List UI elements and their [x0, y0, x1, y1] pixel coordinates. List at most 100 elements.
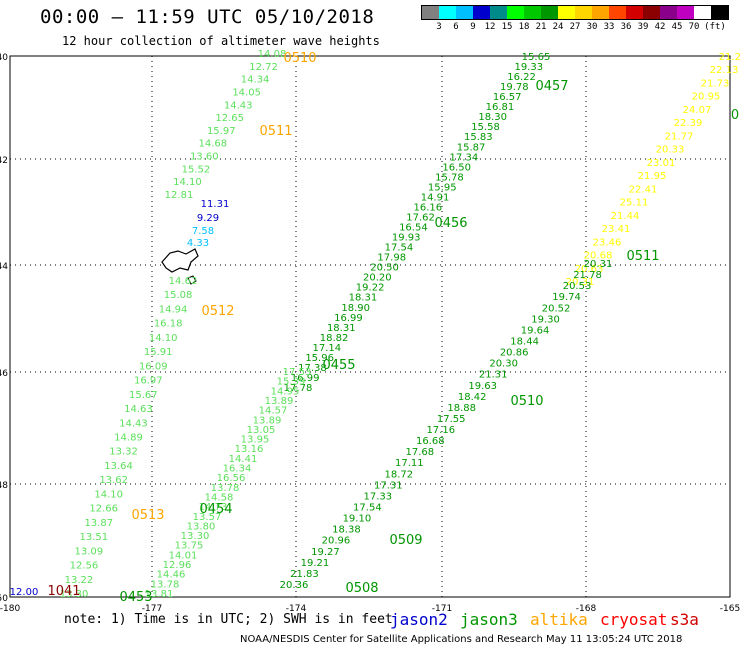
swh-value: 24.07: [683, 105, 712, 116]
swh-value: 20.63: [575, 264, 604, 275]
swh-value: 14.46: [157, 570, 186, 581]
swh-value: 19.27: [311, 547, 340, 558]
altimeter-tracks: 15.6519.3316.2219.7816.5716.8118.3015.58…: [60, 49, 740, 600]
swh-value: 12.66: [89, 504, 118, 515]
lat-tick-label: 42: [0, 156, 8, 166]
swh-value: 13.62: [99, 475, 128, 486]
swh-value: 20.20: [363, 273, 392, 284]
swh-value: 15.97: [207, 126, 236, 137]
scale-swatch: [694, 6, 711, 19]
lon-tick-label: -165: [720, 604, 740, 614]
map-border: [9, 55, 731, 598]
pass-label: 0456: [434, 216, 467, 231]
swh-value: 14.89: [114, 433, 143, 444]
swh-value: 14.62: [169, 276, 198, 287]
swh-value: 14.68: [198, 139, 227, 150]
swh-value: 13.89: [253, 415, 282, 426]
swh-value: 17.14: [313, 343, 342, 354]
scale-swatch: [660, 6, 677, 19]
swh-value: 16.97: [134, 376, 163, 387]
scale-label: 3: [436, 22, 442, 32]
swh-value: 19.78: [500, 82, 529, 93]
scale-label: 39: [637, 22, 649, 32]
swh-value: 14.08: [258, 49, 287, 60]
scale-swatch: [422, 6, 439, 19]
scale-label: 15: [501, 22, 513, 32]
swh-value: 21.83: [290, 569, 319, 580]
swh-value: 18.31: [349, 293, 378, 304]
swh-value: 13.87: [84, 518, 113, 529]
swh-value: 15.95: [428, 182, 457, 193]
swh-value: 14.95: [271, 386, 300, 397]
pass-labels: 0510 0457 0511 0456 0512 0455 0454 0513 0453 1041…: [10, 51, 739, 605]
swh-value: 16.99: [291, 373, 320, 384]
legend-s3a: s3a: [670, 610, 699, 629]
swh-value: 23.46: [593, 237, 622, 248]
pass-label: 0509: [389, 533, 422, 548]
swh-value: 14.63: [124, 404, 153, 415]
swh-value: 15.83: [464, 132, 493, 143]
pass-label: 0512: [201, 304, 234, 319]
swh-value: 16.16: [413, 202, 442, 213]
scale-swatch: [575, 6, 592, 19]
scale-swatch: [490, 6, 507, 19]
scale-label: 36: [620, 22, 632, 32]
scale-swatch: [558, 6, 575, 19]
swh-value: 17.31: [374, 480, 403, 491]
color-scale-legend: 3 6 9 12 15 18 21 24 27 30 33 36 39 42 45 70 (ft): [421, 5, 729, 32]
scale-label: 18: [518, 22, 530, 32]
swh-value: 13.81: [145, 589, 174, 600]
swh-value: 17.98: [377, 253, 406, 264]
swh-value: 15.08: [164, 290, 193, 301]
swh-value: 13.60: [190, 152, 219, 163]
lon-tick-label: -177: [142, 604, 162, 614]
lat-tick-label: 50: [0, 594, 8, 604]
pass-label: 0457: [535, 79, 568, 94]
pass-label: 0508: [345, 581, 378, 596]
swh-value: 15.39: [277, 377, 306, 388]
scale-label: 21: [535, 22, 547, 32]
swh-value: 18.31: [327, 323, 356, 334]
swh-value: 13.75: [175, 541, 204, 552]
swh-value: 14.58: [205, 492, 234, 503]
pass-label: 0513: [131, 508, 164, 523]
swh-value: 16.50: [442, 162, 471, 173]
scale-swatch: [626, 6, 643, 19]
lat-tick-label: 40: [0, 53, 8, 63]
pass-label: 0: [731, 108, 739, 123]
swh-value: 19.74: [552, 292, 581, 303]
lat-tick-label: 46: [0, 369, 8, 379]
scale-unit: (ft): [704, 22, 726, 32]
swh-value: 12.96: [163, 560, 192, 571]
swh-value: 23.41: [602, 224, 631, 235]
map-frame: [9, 55, 731, 598]
swh-value: 14.43: [119, 418, 148, 429]
swh-value: 17.53: [283, 367, 312, 378]
lon-tick-label: -174: [286, 604, 307, 614]
swh-value: 20.30: [489, 359, 518, 370]
color-scale-labels: 3 6 9 12 15 18 21 24 27 30 33 36 39 42 45 70 (ft): [421, 20, 729, 32]
swh-value: 16.18: [154, 319, 183, 330]
lon-tick-label: -171: [432, 604, 452, 614]
swh-value: 21.77: [665, 131, 694, 142]
scale-label: 45: [671, 22, 683, 32]
swh-value: 18.88: [447, 403, 476, 414]
swh-value: 22.41: [629, 184, 658, 195]
swh-value: 12.81: [165, 190, 194, 201]
swh-value: 21.73: [701, 78, 730, 89]
scale-swatch: [507, 6, 524, 19]
scale-swatch: [643, 6, 660, 19]
swh-value: 19.93: [392, 233, 421, 244]
legend-jason3: jason3: [460, 610, 518, 629]
swh-value: 13.30: [181, 531, 210, 542]
pass-label: 0511: [259, 124, 292, 139]
swh-value: 17.78: [284, 383, 313, 394]
swh-value: 17.55: [437, 414, 466, 425]
lat-tick-label: 44: [0, 262, 8, 272]
scale-swatch: [473, 6, 490, 19]
scale-label: 9: [470, 22, 476, 32]
swh-value: 13.05: [247, 425, 276, 436]
swh-value: 18.90: [341, 303, 370, 314]
pass-label: 0453: [119, 590, 152, 605]
